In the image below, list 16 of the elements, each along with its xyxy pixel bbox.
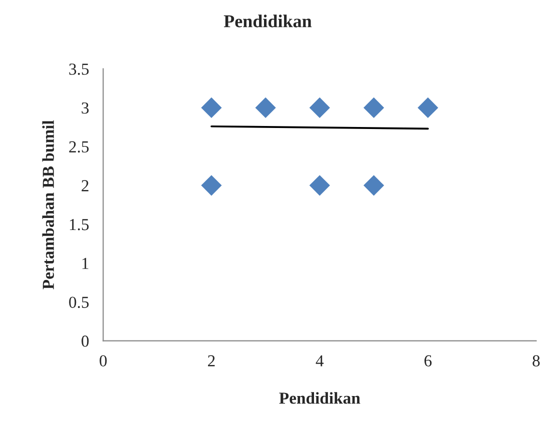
y-tick-label: 1 bbox=[82, 258, 88, 269]
x-axis-title: Pendidikan bbox=[279, 392, 360, 404]
x-tick-label: 6 bbox=[424, 355, 432, 366]
y-tick-label: 3.5 bbox=[69, 64, 89, 75]
x-tick-label: 2 bbox=[208, 355, 215, 366]
y-tick-label: 1.5 bbox=[70, 219, 89, 230]
y-tick-label: 2.5 bbox=[69, 141, 89, 153]
chart-title: Pendidikan bbox=[224, 14, 312, 28]
y-axis-title: Pertambahan BB bumil bbox=[42, 120, 54, 290]
y-tick-label: 2 bbox=[82, 180, 88, 192]
x-tick-label: 0 bbox=[100, 355, 107, 366]
x-tick-label: 8 bbox=[532, 355, 540, 366]
y-tick-label: 0 bbox=[82, 336, 89, 347]
y-tick-label: 0.5 bbox=[69, 296, 89, 308]
y-tick-label: 3 bbox=[82, 102, 89, 114]
x-tick-label: 4 bbox=[316, 355, 324, 366]
